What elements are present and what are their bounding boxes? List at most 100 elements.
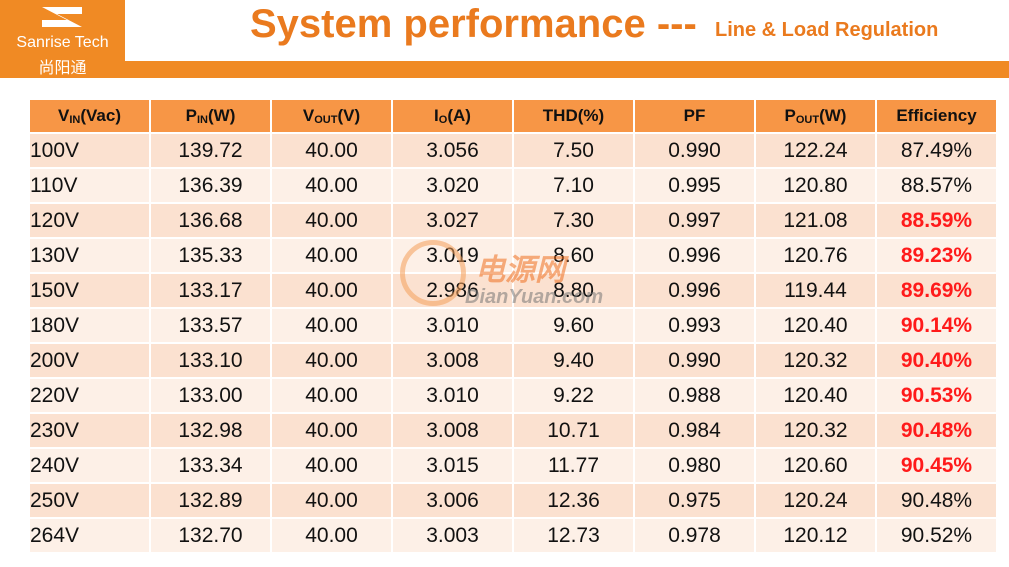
- table-cell: 110V: [30, 169, 149, 202]
- table-cell: 230V: [30, 414, 149, 447]
- table-cell: 3.008: [393, 414, 512, 447]
- logo-subtext: 尚阳通: [38, 58, 87, 77]
- header-subscript: OUT: [314, 114, 338, 126]
- table-cell: 120V: [30, 204, 149, 237]
- header-subscript: O: [438, 114, 448, 126]
- table-cell: 133.57: [151, 309, 270, 342]
- table-cell: 40.00: [272, 169, 391, 202]
- table-cell: 40.00: [272, 274, 391, 307]
- table-cell: 120.80: [756, 169, 875, 202]
- column-header: VIN(Vac): [30, 100, 149, 132]
- table-row: 150V 133.17 40.00 2.986 8.80 0.996 119.44 89.69…: [30, 274, 996, 307]
- table-cell: 90.40%: [877, 344, 996, 377]
- table-cell: 7.50: [514, 134, 633, 167]
- table-cell: 9.60: [514, 309, 633, 342]
- table-cell: 120.76: [756, 239, 875, 272]
- column-header: IO(A): [393, 100, 512, 132]
- table-cell: 40.00: [272, 344, 391, 377]
- table-cell: 3.027: [393, 204, 512, 237]
- table-cell: 133.00: [151, 379, 270, 412]
- table-cell: 0.984: [635, 414, 754, 447]
- table-cell: 133.17: [151, 274, 270, 307]
- header-unit: (W): [207, 106, 236, 125]
- table-cell: 180V: [30, 309, 149, 342]
- table-cell: 120.32: [756, 414, 875, 447]
- header-text: V: [302, 106, 315, 125]
- table-cell: 7.10: [514, 169, 633, 202]
- header-subscript: IN: [196, 114, 208, 126]
- table-cell: 3.019: [393, 239, 512, 272]
- table-cell: 0.996: [635, 239, 754, 272]
- table-cell: 2.986: [393, 274, 512, 307]
- header-bar: [125, 61, 1009, 78]
- table-cell: 40.00: [272, 239, 391, 272]
- table-row: 180V 133.57 40.00 3.010 9.60 0.993 120.40 90.14…: [30, 309, 996, 342]
- table-cell: 3.015: [393, 449, 512, 482]
- table-cell: 120.40: [756, 379, 875, 412]
- table-cell: 0.978: [635, 519, 754, 552]
- table-cell: 130V: [30, 239, 149, 272]
- table-cell: 100V: [30, 134, 149, 167]
- table-cell: 136.68: [151, 204, 270, 237]
- table-row: 240V 133.34 40.00 3.015 11.77 0.980 120.60 90.4…: [30, 449, 996, 482]
- table-cell: 122.24: [756, 134, 875, 167]
- table-cell: 0.996: [635, 274, 754, 307]
- logo: Sanrise Tech 尚阳通: [0, 0, 125, 78]
- header-unit: (V): [337, 106, 361, 125]
- table-cell: 8.80: [514, 274, 633, 307]
- table-cell: 0.997: [635, 204, 754, 237]
- table-cell: 40.00: [272, 134, 391, 167]
- table-cell: 120.12: [756, 519, 875, 552]
- table-row: 120V 136.68 40.00 3.027 7.30 0.997 121.08 88.59…: [30, 204, 996, 237]
- table-cell: 7.30: [514, 204, 633, 237]
- header-text: P: [185, 106, 197, 125]
- table-cell: 136.39: [151, 169, 270, 202]
- table-cell: 135.33: [151, 239, 270, 272]
- table-cell: 90.45%: [877, 449, 996, 482]
- header-unit: (Vac): [80, 106, 121, 125]
- table-cell: 121.08: [756, 204, 875, 237]
- logo-text: Sanrise Tech: [16, 34, 109, 51]
- column-header: PF: [635, 100, 754, 132]
- table-cell: 133.10: [151, 344, 270, 377]
- table-cell: 150V: [30, 274, 149, 307]
- table-cell: 90.48%: [877, 414, 996, 447]
- header-text: P: [784, 106, 796, 125]
- table-cell: 90.48%: [877, 484, 996, 517]
- table-cell: 133.34: [151, 449, 270, 482]
- table-cell: 220V: [30, 379, 149, 412]
- table-cell: 3.010: [393, 379, 512, 412]
- table-row: 230V 132.98 40.00 3.008 10.71 0.984 120.32 90.4…: [30, 414, 996, 447]
- table-cell: 120.32: [756, 344, 875, 377]
- header-text: PF: [683, 106, 706, 125]
- logo-icon: [42, 7, 82, 27]
- header-unit: (W): [819, 106, 847, 125]
- table-cell: 0.995: [635, 169, 754, 202]
- table-cell: 3.006: [393, 484, 512, 517]
- table-cell: 89.23%: [877, 239, 996, 272]
- table-cell: 88.59%: [877, 204, 996, 237]
- table-row: 200V 133.10 40.00 3.008 9.40 0.990 120.32 90.40…: [30, 344, 996, 377]
- table-cell: 12.36: [514, 484, 633, 517]
- column-header: THD(%): [514, 100, 633, 132]
- table-cell: 90.14%: [877, 309, 996, 342]
- table-cell: 240V: [30, 449, 149, 482]
- header-subscript: IN: [69, 114, 81, 126]
- table-cell: 40.00: [272, 449, 391, 482]
- table-cell: 87.49%: [877, 134, 996, 167]
- title: System performance ---: [250, 2, 697, 46]
- table-cell: 40.00: [272, 519, 391, 552]
- table-row: 220V 133.00 40.00 3.010 9.22 0.988 120.40 90.53…: [30, 379, 996, 412]
- table-cell: 9.22: [514, 379, 633, 412]
- table-cell: 0.990: [635, 134, 754, 167]
- table-cell: 0.980: [635, 449, 754, 482]
- table-cell: 3.003: [393, 519, 512, 552]
- header-text: V: [58, 106, 70, 125]
- column-header: Efficiency: [877, 100, 996, 132]
- table-cell: 3.020: [393, 169, 512, 202]
- table-cell: 132.89: [151, 484, 270, 517]
- header-unit: (A): [447, 106, 471, 125]
- table-cell: 3.010: [393, 309, 512, 342]
- table-row: 250V 132.89 40.00 3.006 12.36 0.975 120.24 90.4…: [30, 484, 996, 517]
